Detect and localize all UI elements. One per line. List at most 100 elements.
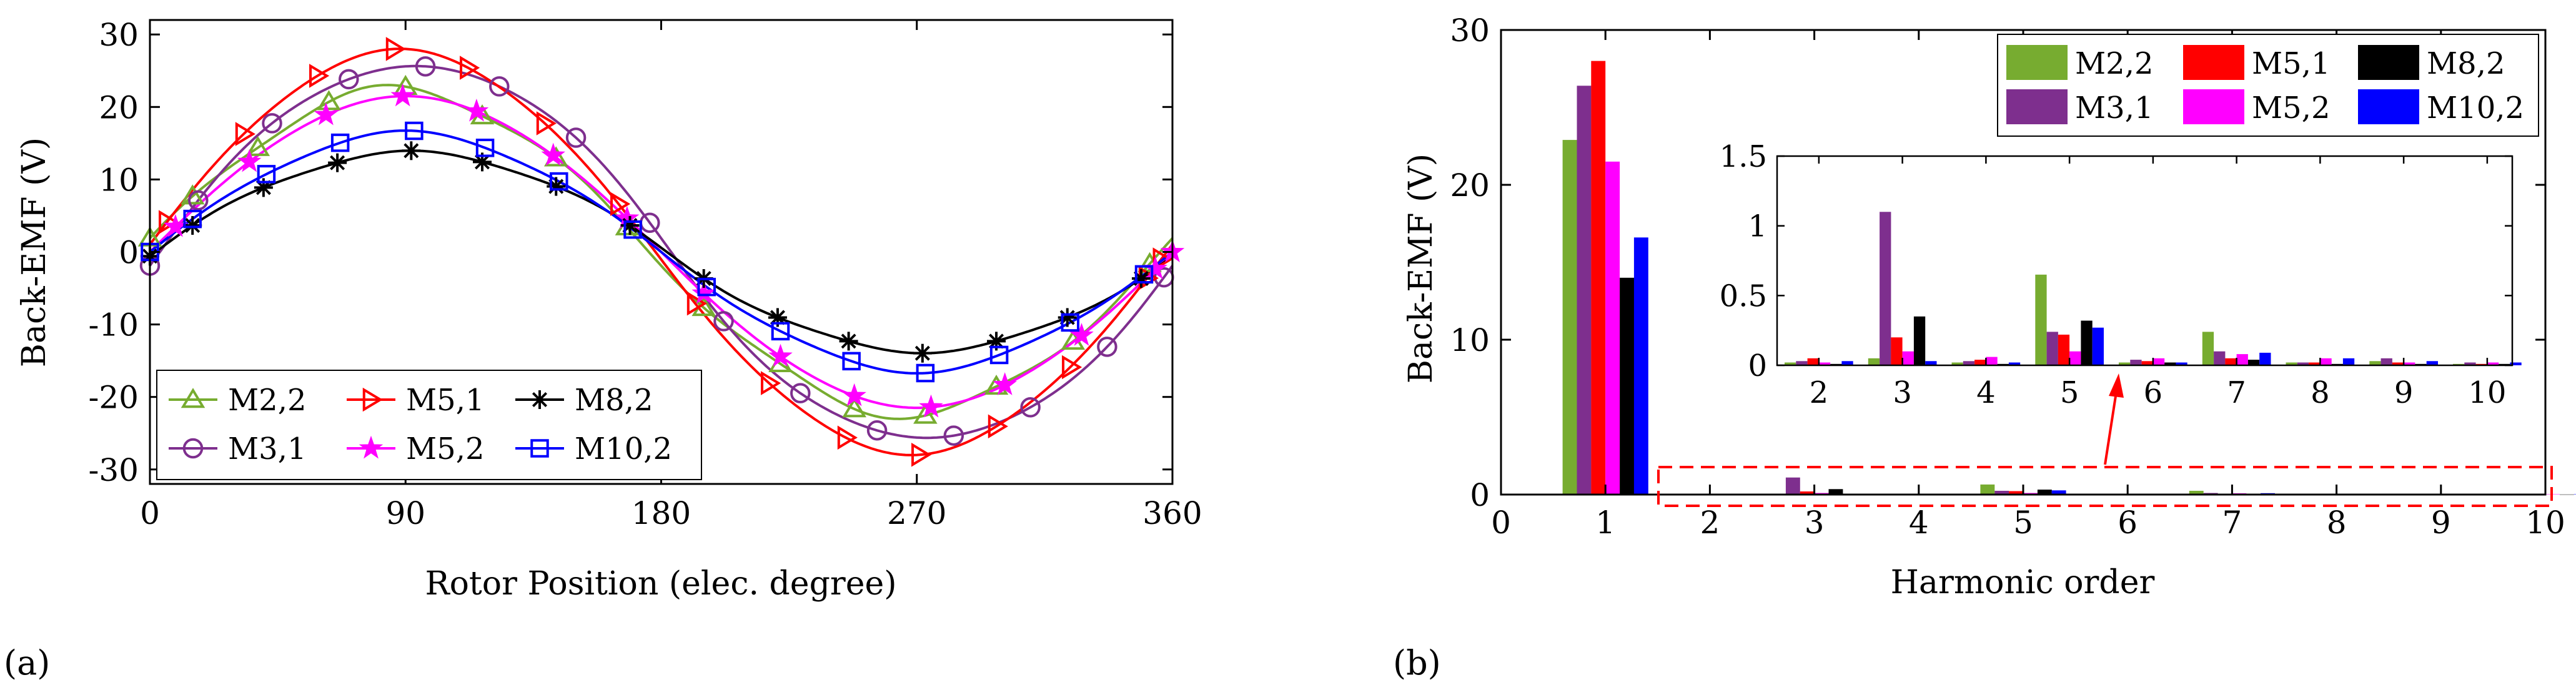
chart-a-marker-3-8 [768,343,793,367]
chart-b-legend-label-3: M5,2 [2252,91,2330,126]
chart-b-legend-label-2: M5,1 [2252,46,2330,81]
panel-label-b: (b) [1393,643,1441,683]
chart-a-y-ticks: 30 20 10 0 -10 -20 -30 [88,17,1172,488]
chart-b-inset-bar-1-7 [2297,362,2309,365]
chart-b-inset-bar-1-9 [2464,362,2476,365]
chart-a-marker-1-11 [943,425,964,446]
chart-a-marker-4-6 [547,177,566,196]
chart-a-marker-4-4 [402,141,421,160]
chart-a-marker-5-4 [405,121,424,140]
chart-a-marker-1-6 [565,127,587,148]
chart-a-legend-marker-1 [182,438,204,459]
chart-a-marker-4-13 [1058,308,1077,327]
chart-b-inset-bar-2-4 [2058,334,2070,365]
chart-b-x-ticks: 0 1 2 3 4 5 6 7 8 9 10 [1491,30,2565,541]
chart-a-marker-5-13 [1061,313,1080,332]
chart-b-inset-bar-5-4 [2092,327,2104,365]
chart-b-bar-0-4 [1980,484,1995,495]
chart-b-inset-bar-0-5 [2119,362,2131,365]
chart-b-inset-y-ticks: 0 0.5 1 1.5 [1720,139,2512,383]
chart-b-inset-frame [1776,155,2514,367]
chart-b-zoom-arrowhead [2109,373,2124,398]
chart-b-inset-xtick-label: 5 [2060,375,2079,410]
chart-a-marker-4-1 [183,216,202,235]
chart-b-bar-4-0 [1620,277,1634,495]
chart-a-ytick-label: -30 [88,452,139,488]
chart-b-inset-bars [1785,212,2522,365]
chart-b-inset-bar-0-4 [2035,274,2047,365]
chart-b-bar-0-0 [1562,140,1577,495]
chart-a-marker-0-1 [180,184,205,205]
chart-b-inset-bar-2-1 [1807,358,1819,365]
chart-b-inset-bar-3-9 [2487,362,2499,365]
chart-a: 30 20 10 0 -10 -20 -30 0 90 180 270 360 Rotor Posi… [16,17,1202,603]
chart-b-inset-bar-1-8 [2380,358,2392,365]
chart-b-inset-ytick-label: 1 [1748,209,1767,244]
chart-a-marker-4-9-stroke [770,310,785,325]
chart-a-marker-1-4 [415,56,436,77]
chart-b-xtick-label: 4 [1909,505,1929,541]
chart-a-marker-2-4 [460,56,480,80]
chart-b-inset-bar-5-9 [2510,362,2522,365]
chart-b-ytick-label: 10 [1450,322,1490,358]
chart-b-inset-bar-5-1 [1841,361,1853,365]
chart-b-inset-bar-2-5 [2141,361,2153,365]
chart-a-marker-4-1-stroke [185,217,201,234]
chart-b-inset-bar-4-6 [2247,360,2260,365]
chart-a-marker-1-10 [866,420,888,441]
chart-b-inset-bar-2-2 [1891,337,1903,365]
chart-a-marker-2-5 [536,111,557,136]
chart-a-marker-2-11 [988,414,1008,439]
chart-a-marker-3-5 [541,142,565,166]
chart-b-xtick-label: 7 [2222,505,2242,541]
chart-a-marker-1-5 [489,76,510,97]
chart-b-legend: M2,2 M5,1 M8,2 M3,1 M5,2 M10,2 [1997,34,2539,137]
chart-b-inset-bar-0-8 [2369,361,2381,365]
chart-a-marker-4-10 [839,332,858,351]
chart-b-inset-bar-5-7 [2342,358,2355,365]
chart-a-xtick-label: 180 [632,495,691,531]
chart-a-legend-marker-3 [359,435,384,459]
chart-a-marker-5-1 [183,209,202,229]
chart-b-inset-bar-3-5 [2152,358,2165,365]
chart-b-bar-1-4 [1994,491,2009,495]
chart-a-legend-label-0: M2,2 [228,383,306,418]
chart-b-x-axis-label: Harmonic order [1891,564,2155,601]
chart-b-inset-xtick-label: 4 [1976,375,1996,410]
chart-b-inset-background [1777,156,2512,365]
chart-a-marker-2-10 [911,443,932,467]
chart-b-inset-bar-1-5 [2130,360,2142,365]
chart-a-xtick-label: 360 [1142,495,1202,531]
chart-b-inset-bar-2-3 [1974,360,1986,365]
chart-b-inset-xtick-label: 8 [2311,375,2330,410]
chart-b-inset-xtick-label: 10 [2468,375,2506,410]
chart-a-marker-3-2 [314,102,339,126]
chart-b-inset-bar-1-3 [1963,361,1975,365]
chart-b-legend-label-1: M3,1 [2075,91,2153,126]
chart-a-marker-1-8 [713,311,734,332]
chart-a-xtick-label: 0 [140,495,160,531]
chart-b-inset-bar-1-4 [2046,332,2058,365]
chart-a-marker-4-6-stroke [548,179,564,194]
chart-a-marker-2-9 [837,425,858,450]
chart-a-marker-3-3 [390,83,415,107]
chart-a-xtick-label: 90 [385,495,425,531]
chart-a-marker-4-10-stroke [841,333,856,349]
chart-a-marker-4-5-stroke [475,154,490,170]
chart-b-inset-xtick-label: 2 [1810,375,1829,410]
chart-b-inset-x-ticks: 2 3 4 5 6 7 8 9 10 [1810,156,2506,410]
chart-a-marker-5-5 [475,139,495,157]
chart-b-bar-4-2 [1828,489,1843,495]
chart-b-inset-xtick-label: 7 [2227,375,2246,410]
chart-a-marker-4-11 [913,343,932,363]
chart-b-inset-bar-5-6 [2259,352,2271,365]
chart-b-inset-bar-5-3 [2008,362,2021,365]
chart-b-inset-bar-3-8 [2404,362,2415,365]
chart-a-marker-0-2 [245,136,270,156]
chart-a-legend-marker-2 [362,387,383,412]
chart-a-marker-4-7 [620,216,640,235]
chart-a-marker-3-12 [1069,323,1094,346]
chart-a-legend-marker-4 [530,390,549,409]
chart-b-inset-bar-2-7 [2309,362,2321,365]
